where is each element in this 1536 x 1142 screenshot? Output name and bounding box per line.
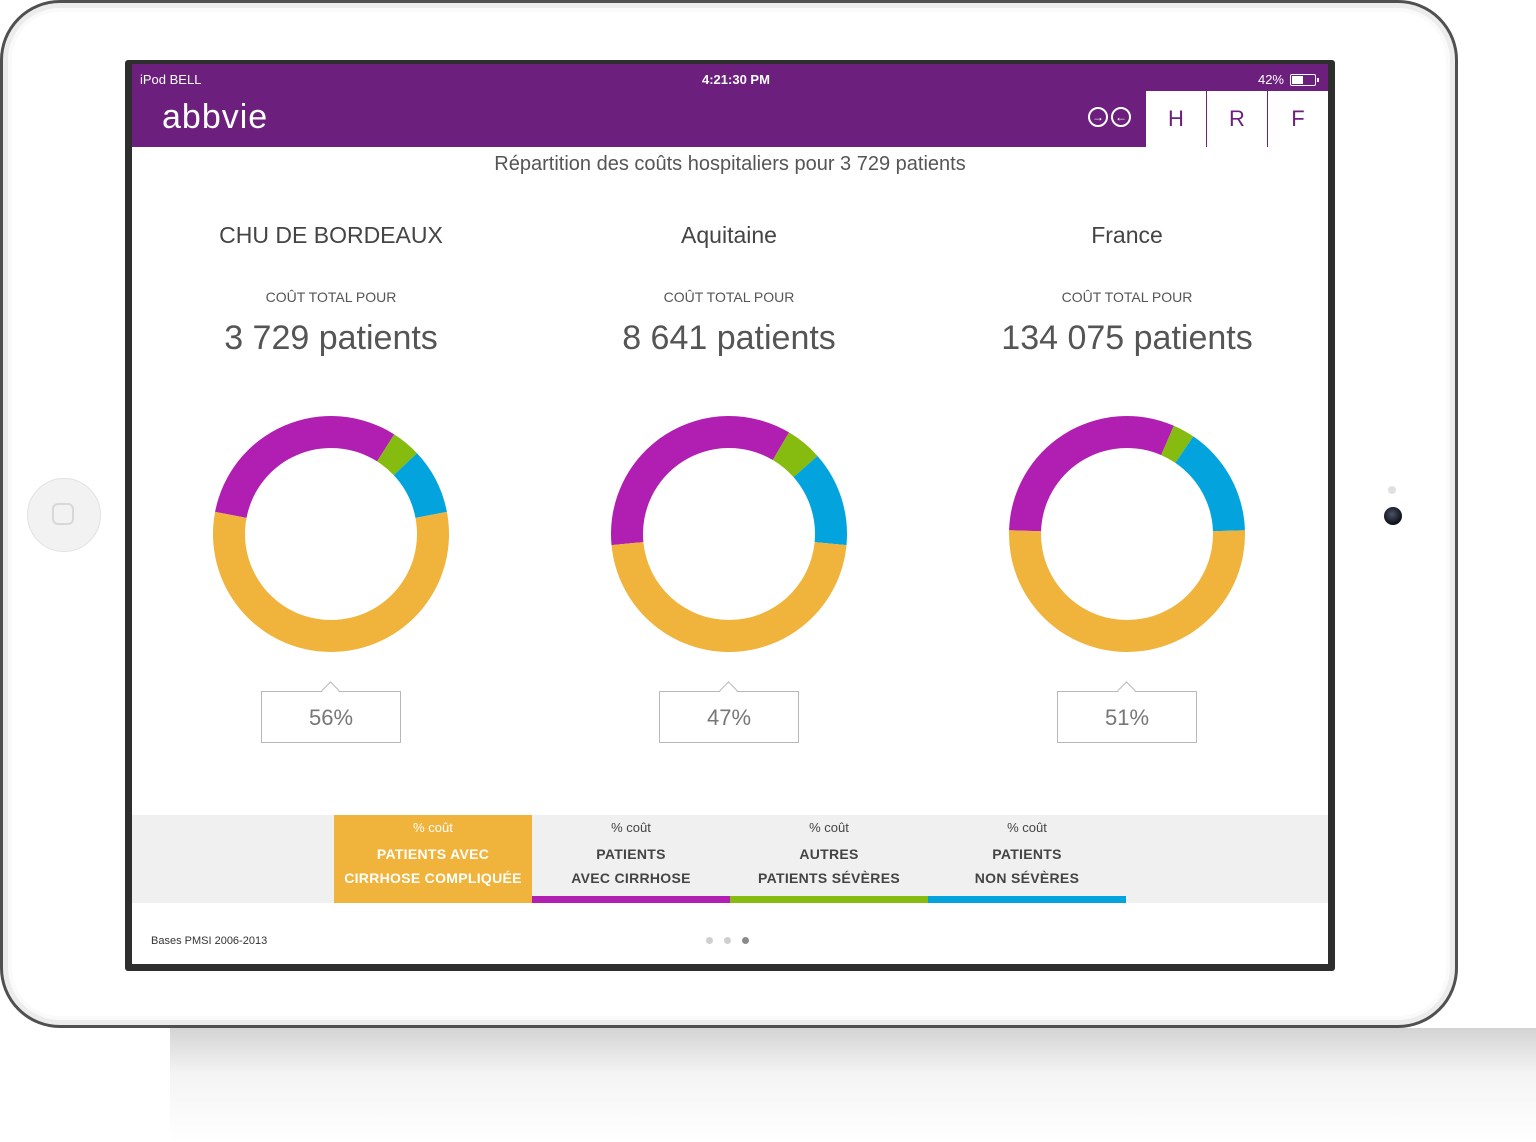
legend-line1: PATIENTS AVEC [376, 846, 490, 862]
panel-chu-bordeaux: CHU DE BORDEAUX COÛT TOTAL POUR 3 729 pa… [132, 222, 530, 358]
home-square-icon [52, 503, 74, 525]
legend-item-autres-severes[interactable]: % coût AUTRES PATIENTS SÉVÈRES [730, 815, 928, 903]
donut-slice-autres-severes[interactable] [1161, 425, 1194, 463]
donut-slice-avec-cirrhose[interactable] [611, 416, 790, 546]
page-dot-active[interactable] [742, 937, 749, 944]
battery-indicator: 42% [1257, 72, 1319, 87]
legend-color-bar [928, 896, 1126, 903]
donut-slice-avec-cirrhose[interactable] [1009, 416, 1174, 532]
highlight-percent-aquitaine: 47% [659, 691, 799, 743]
legend-line2: AVEC CIRRHOSE [571, 870, 691, 886]
donut-slice-cirrhose-compliquee[interactable] [213, 511, 449, 652]
patient-count: 134 075 patients [1001, 319, 1253, 357]
battery-percent: 42% [1257, 72, 1284, 87]
donut-slice-autres-severes[interactable] [377, 434, 418, 476]
legend-pct-label: % coût [413, 820, 453, 835]
tab-h[interactable]: H [1146, 91, 1206, 147]
home-button[interactable] [27, 478, 101, 552]
legend-pct-label: % coût [809, 820, 849, 835]
donut-slice-non-severes[interactable] [1175, 436, 1245, 532]
donut-chart-aquitaine[interactable] [609, 414, 849, 654]
panel-title: Aquitaine [681, 222, 777, 248]
legend-line2: CIRRHOSE COMPLIQUÉE [344, 870, 522, 886]
highlight-percent-chu: 56% [261, 691, 401, 743]
page-subtitle: Répartition des coûts hospitaliers pour … [494, 153, 966, 175]
legend-line2: PATIENTS SÉVÈRES [758, 870, 900, 886]
panel-aquitaine: Aquitaine COÛT TOTAL POUR 8 641 patients [530, 222, 928, 358]
arrow-right-icon[interactable]: → [1088, 107, 1108, 127]
legend-item-avec-cirrhose[interactable]: % coût PATIENTS AVEC CIRRHOSE [532, 815, 730, 903]
tab-f[interactable]: F [1267, 91, 1328, 147]
legend-item-cirrhose-compliquee[interactable]: % coût PATIENTS AVEC CIRRHOSE COMPLIQUÉE [334, 815, 532, 903]
battery-icon [1290, 73, 1319, 86]
panel-title: France [1091, 222, 1163, 248]
nav-arrows: → ← [1088, 107, 1131, 127]
legend-pct-label: % coût [1007, 820, 1047, 835]
patient-count: 8 641 patients [622, 319, 836, 357]
source-note: Bases PMSI 2006-2013 [151, 935, 268, 947]
camera-lens [1384, 507, 1402, 525]
highlight-percent-france: 51% [1057, 691, 1197, 743]
panel-france: France COÛT TOTAL POUR 134 075 patients [928, 222, 1326, 358]
status-bar: iPod BELL 4:21:30 PM 42% [132, 64, 1328, 92]
legend-color-bar [532, 896, 730, 903]
sensor-dot [1388, 486, 1396, 494]
region-tabs: H R F [1146, 91, 1328, 147]
carrier-label: iPod BELL [140, 72, 202, 87]
legend-line2: NON SÉVÈRES [974, 870, 1080, 886]
legend-item-non-severes[interactable]: % coût PATIENTS NON SÉVÈRES [928, 815, 1126, 903]
arrow-left-icon[interactable]: ← [1111, 107, 1131, 127]
donut-chart-chu[interactable] [211, 414, 451, 654]
page-dot[interactable] [724, 937, 731, 944]
page-indicator[interactable] [706, 937, 749, 944]
legend-pct-label: % coût [611, 820, 651, 835]
total-cost-label: COÛT TOTAL POUR [265, 289, 397, 305]
total-cost-label: COÛT TOTAL POUR [663, 289, 795, 305]
donut-slice-avec-cirrhose[interactable] [215, 416, 395, 518]
donut-slice-autres-severes[interactable] [772, 432, 818, 478]
clock: 4:21:30 PM [702, 72, 770, 87]
total-cost-label: COÛT TOTAL POUR [1061, 289, 1193, 305]
legend-line1: PATIENTS [992, 846, 1062, 862]
tab-r[interactable]: R [1206, 91, 1267, 147]
donut-chart-france[interactable] [1007, 414, 1247, 654]
donut-slice-cirrhose-compliquee[interactable] [611, 542, 847, 653]
donut-slice-non-severes[interactable] [793, 455, 847, 546]
page-dot[interactable] [706, 937, 713, 944]
abbvie-logo: abbvie [162, 98, 269, 136]
donut-slice-cirrhose-compliquee[interactable] [1009, 530, 1245, 653]
patient-count: 3 729 patients [224, 319, 438, 357]
legend-color-bar [730, 896, 928, 903]
legend-band [132, 815, 1328, 903]
app-screen: iPod BELL 4:21:30 PM 42% abbvie → ← H R … [132, 64, 1328, 964]
donut-slice-non-severes[interactable] [393, 453, 447, 518]
panel-title: CHU DE BORDEAUX [219, 222, 443, 248]
legend-line1: PATIENTS [596, 846, 666, 862]
app-header: iPod BELL 4:21:30 PM 42% abbvie → ← H R … [132, 64, 1328, 147]
legend-line1: AUTRES [799, 846, 859, 862]
device-shadow [170, 1028, 1536, 1142]
